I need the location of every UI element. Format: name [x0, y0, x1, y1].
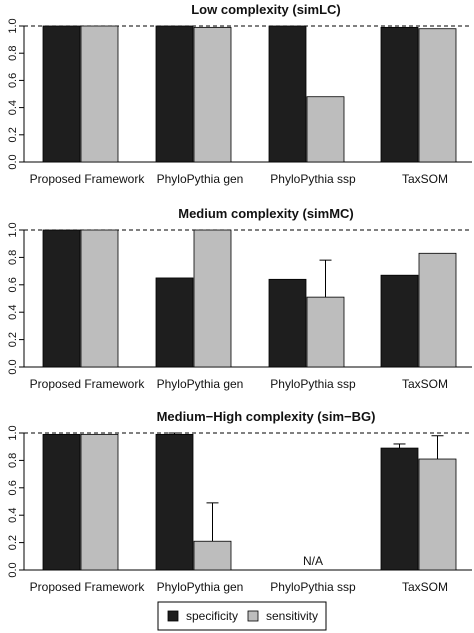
x-tick-label: PhyloPythia gen — [157, 377, 244, 391]
bar-specificity — [42, 229, 81, 368]
bar-specificity — [155, 277, 194, 368]
y-tick-label: 0.8 — [7, 46, 19, 61]
y-tick-label: 0.8 — [7, 453, 19, 468]
y-tick-label: 0.8 — [7, 250, 19, 265]
bar-sensitivity — [193, 26, 232, 163]
x-tick-label: PhyloPythia ssp — [270, 172, 356, 186]
y-tick-label: 0.6 — [7, 73, 19, 88]
y-tick-label: 0.2 — [7, 332, 19, 347]
panel-title: Low complexity (simLC) — [191, 2, 341, 17]
bar-sensitivity — [80, 25, 119, 163]
bar-sensitivity — [418, 28, 457, 163]
na-annotation: N/A — [303, 554, 323, 568]
legend-label-sensitivity: sensitivity — [266, 609, 318, 623]
x-tick-label: Proposed Framework — [30, 580, 146, 594]
x-tick-label: TaxSOM — [402, 172, 448, 186]
y-tick-label: 0.0 — [7, 562, 19, 577]
y-tick-label: 0.4 — [7, 508, 19, 523]
panel-medium-high-complexity: Medium−High complexity (sim−BG) 0.0 0.2 0.… — [7, 409, 472, 594]
x-tick-label: TaxSOM — [402, 377, 448, 391]
legend-swatch-sensitivity — [247, 610, 259, 622]
x-tick-label: Proposed Framework — [30, 377, 146, 391]
x-tick-label: PhyloPythia ssp — [270, 580, 356, 594]
x-tick-label: TaxSOM — [402, 580, 448, 594]
x-tick-label: PhyloPythia gen — [157, 172, 244, 186]
bar-specificity — [268, 25, 307, 163]
y-tick-label: 1.0 — [7, 425, 19, 440]
panel-medium-complexity: Medium complexity (simMC) 0.0 0.2 0.4 0.6 0.… — [7, 206, 472, 391]
legend-box — [157, 601, 327, 631]
legend-label-specificity: specificity — [186, 609, 238, 623]
bar-specificity — [42, 25, 81, 163]
y-tick-label: 0.0 — [7, 154, 19, 169]
y-tick-label: 0.6 — [7, 277, 19, 292]
bar-sensitivity — [193, 540, 232, 571]
bar-specificity — [155, 433, 194, 571]
bar-specificity — [268, 278, 307, 368]
bar-sensitivity — [80, 433, 119, 571]
bar-specificity — [380, 447, 419, 571]
panel-title: Medium−High complexity (sim−BG) — [157, 409, 376, 424]
x-tick-label: PhyloPythia gen — [157, 580, 244, 594]
legend-swatch-specificity — [167, 610, 179, 622]
bar-sensitivity — [418, 252, 457, 368]
bar-sensitivity — [80, 229, 119, 368]
panel-title: Medium complexity (simMC) — [178, 206, 354, 221]
y-tick-label: 1.0 — [7, 222, 19, 237]
bar-sensitivity — [193, 229, 232, 368]
x-tick-label: PhyloPythia ssp — [270, 377, 356, 391]
y-tick-label: 0.0 — [7, 359, 19, 374]
bar-specificity — [42, 433, 81, 571]
y-tick-label: 0.2 — [7, 127, 19, 142]
y-tick-label: 0.4 — [7, 100, 19, 115]
bar-sensitivity — [418, 458, 457, 571]
bar-sensitivity — [306, 296, 345, 368]
y-tick-label: 0.6 — [7, 480, 19, 495]
y-tick-label: 1.0 — [7, 18, 19, 33]
x-tick-label: Proposed Framework — [30, 172, 146, 186]
legend: specificity sensitivity — [157, 601, 327, 631]
bar-specificity — [380, 26, 419, 163]
y-tick-label: 0.4 — [7, 305, 19, 320]
bar-specificity — [380, 274, 419, 368]
bar-specificity — [155, 25, 194, 163]
panel-low-complexity: Low complexity (simLC) 0.0 0.2 0.4 0.6 0.8 1.… — [7, 2, 472, 186]
bar-sensitivity — [306, 96, 345, 163]
y-tick-label: 0.2 — [7, 535, 19, 550]
